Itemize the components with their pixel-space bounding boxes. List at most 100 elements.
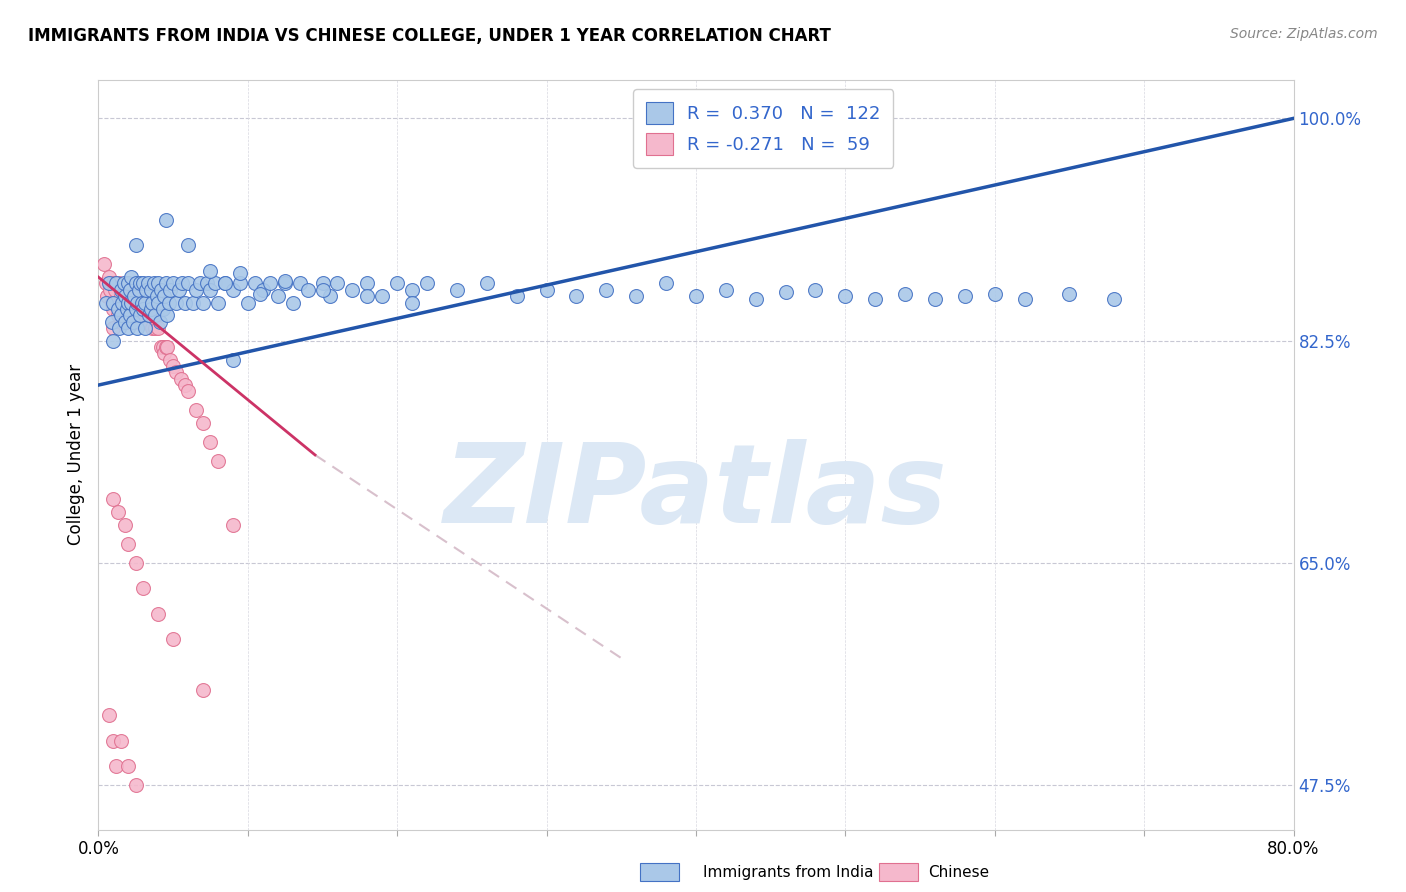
Point bbox=[204, 277, 226, 291]
Point bbox=[139, 308, 162, 322]
Point bbox=[565, 289, 588, 303]
Point bbox=[229, 266, 252, 280]
Point bbox=[150, 283, 173, 297]
Point bbox=[1014, 292, 1036, 306]
Point bbox=[107, 308, 129, 322]
Point bbox=[148, 277, 170, 291]
Point bbox=[200, 264, 222, 278]
Point bbox=[191, 295, 214, 310]
Point bbox=[118, 308, 141, 322]
Point bbox=[236, 295, 259, 310]
Point bbox=[446, 283, 468, 297]
Point bbox=[115, 315, 138, 329]
Point bbox=[108, 321, 131, 335]
Point bbox=[745, 292, 768, 306]
Text: Immigrants from India: Immigrants from India bbox=[703, 865, 873, 880]
Point bbox=[371, 289, 394, 303]
Point bbox=[96, 289, 118, 303]
Point bbox=[342, 283, 364, 297]
Point bbox=[188, 277, 211, 291]
Point bbox=[117, 277, 139, 291]
Point bbox=[177, 277, 200, 291]
Point bbox=[105, 759, 128, 773]
Point bbox=[356, 277, 378, 291]
Point bbox=[128, 315, 150, 329]
Point bbox=[184, 403, 207, 417]
Text: IMMIGRANTS FROM INDIA VS CHINESE COLLEGE, UNDER 1 YEAR CORRELATION CHART: IMMIGRANTS FROM INDIA VS CHINESE COLLEGE… bbox=[28, 27, 831, 45]
Point bbox=[149, 315, 172, 329]
Point bbox=[159, 283, 181, 297]
Point bbox=[1104, 292, 1126, 306]
Point bbox=[108, 277, 131, 291]
Point bbox=[114, 289, 136, 303]
Point bbox=[139, 301, 162, 316]
Point bbox=[162, 359, 184, 373]
Point bbox=[120, 295, 142, 310]
Point bbox=[103, 301, 125, 316]
Point bbox=[105, 277, 128, 291]
Point bbox=[174, 378, 197, 392]
Point bbox=[103, 334, 125, 348]
Point bbox=[104, 283, 127, 297]
Point bbox=[319, 289, 342, 303]
Point bbox=[97, 270, 120, 285]
Point bbox=[135, 301, 157, 316]
Point bbox=[132, 581, 155, 595]
Point bbox=[112, 283, 135, 297]
Point bbox=[655, 277, 678, 291]
Point bbox=[129, 308, 152, 322]
Point bbox=[222, 517, 245, 532]
Point bbox=[142, 277, 165, 291]
Point bbox=[94, 277, 117, 291]
Point bbox=[207, 454, 229, 468]
Point bbox=[139, 283, 162, 297]
Point bbox=[125, 301, 148, 316]
Point bbox=[155, 213, 177, 227]
Point bbox=[148, 321, 170, 335]
Point bbox=[103, 295, 125, 310]
Point bbox=[162, 632, 184, 646]
Point bbox=[127, 295, 149, 310]
Point bbox=[924, 292, 946, 306]
Point bbox=[121, 301, 143, 316]
Point bbox=[148, 295, 170, 310]
Point bbox=[416, 277, 439, 291]
Point bbox=[536, 283, 558, 297]
Point bbox=[249, 286, 271, 301]
Point bbox=[207, 295, 229, 310]
Point bbox=[117, 295, 139, 310]
Point bbox=[953, 289, 976, 303]
Point bbox=[356, 289, 378, 303]
Point bbox=[131, 308, 153, 322]
Point bbox=[110, 308, 132, 322]
Point bbox=[127, 321, 149, 335]
Point bbox=[153, 346, 176, 360]
Point bbox=[117, 759, 139, 773]
Point bbox=[97, 277, 120, 291]
Point bbox=[145, 308, 167, 322]
Point bbox=[184, 283, 207, 297]
Point bbox=[138, 308, 160, 322]
Point bbox=[153, 289, 176, 303]
Point bbox=[281, 295, 304, 310]
Point bbox=[214, 277, 236, 291]
Point bbox=[131, 295, 153, 310]
Point bbox=[152, 340, 174, 354]
Point bbox=[103, 277, 125, 291]
Point bbox=[125, 289, 148, 303]
Point bbox=[125, 308, 148, 322]
Point bbox=[626, 289, 648, 303]
Point bbox=[128, 283, 150, 297]
Point bbox=[197, 277, 219, 291]
Point bbox=[136, 315, 159, 329]
Point bbox=[103, 733, 125, 747]
Point bbox=[165, 365, 187, 379]
Point bbox=[401, 283, 423, 297]
Point bbox=[136, 277, 159, 291]
Legend: R =  0.370   N =  122, R = -0.271   N =  59: R = 0.370 N = 122, R = -0.271 N = 59 bbox=[633, 89, 893, 168]
Point bbox=[114, 301, 136, 316]
Point bbox=[97, 708, 120, 723]
Point bbox=[110, 315, 132, 329]
Point bbox=[134, 295, 156, 310]
Point bbox=[110, 289, 132, 303]
